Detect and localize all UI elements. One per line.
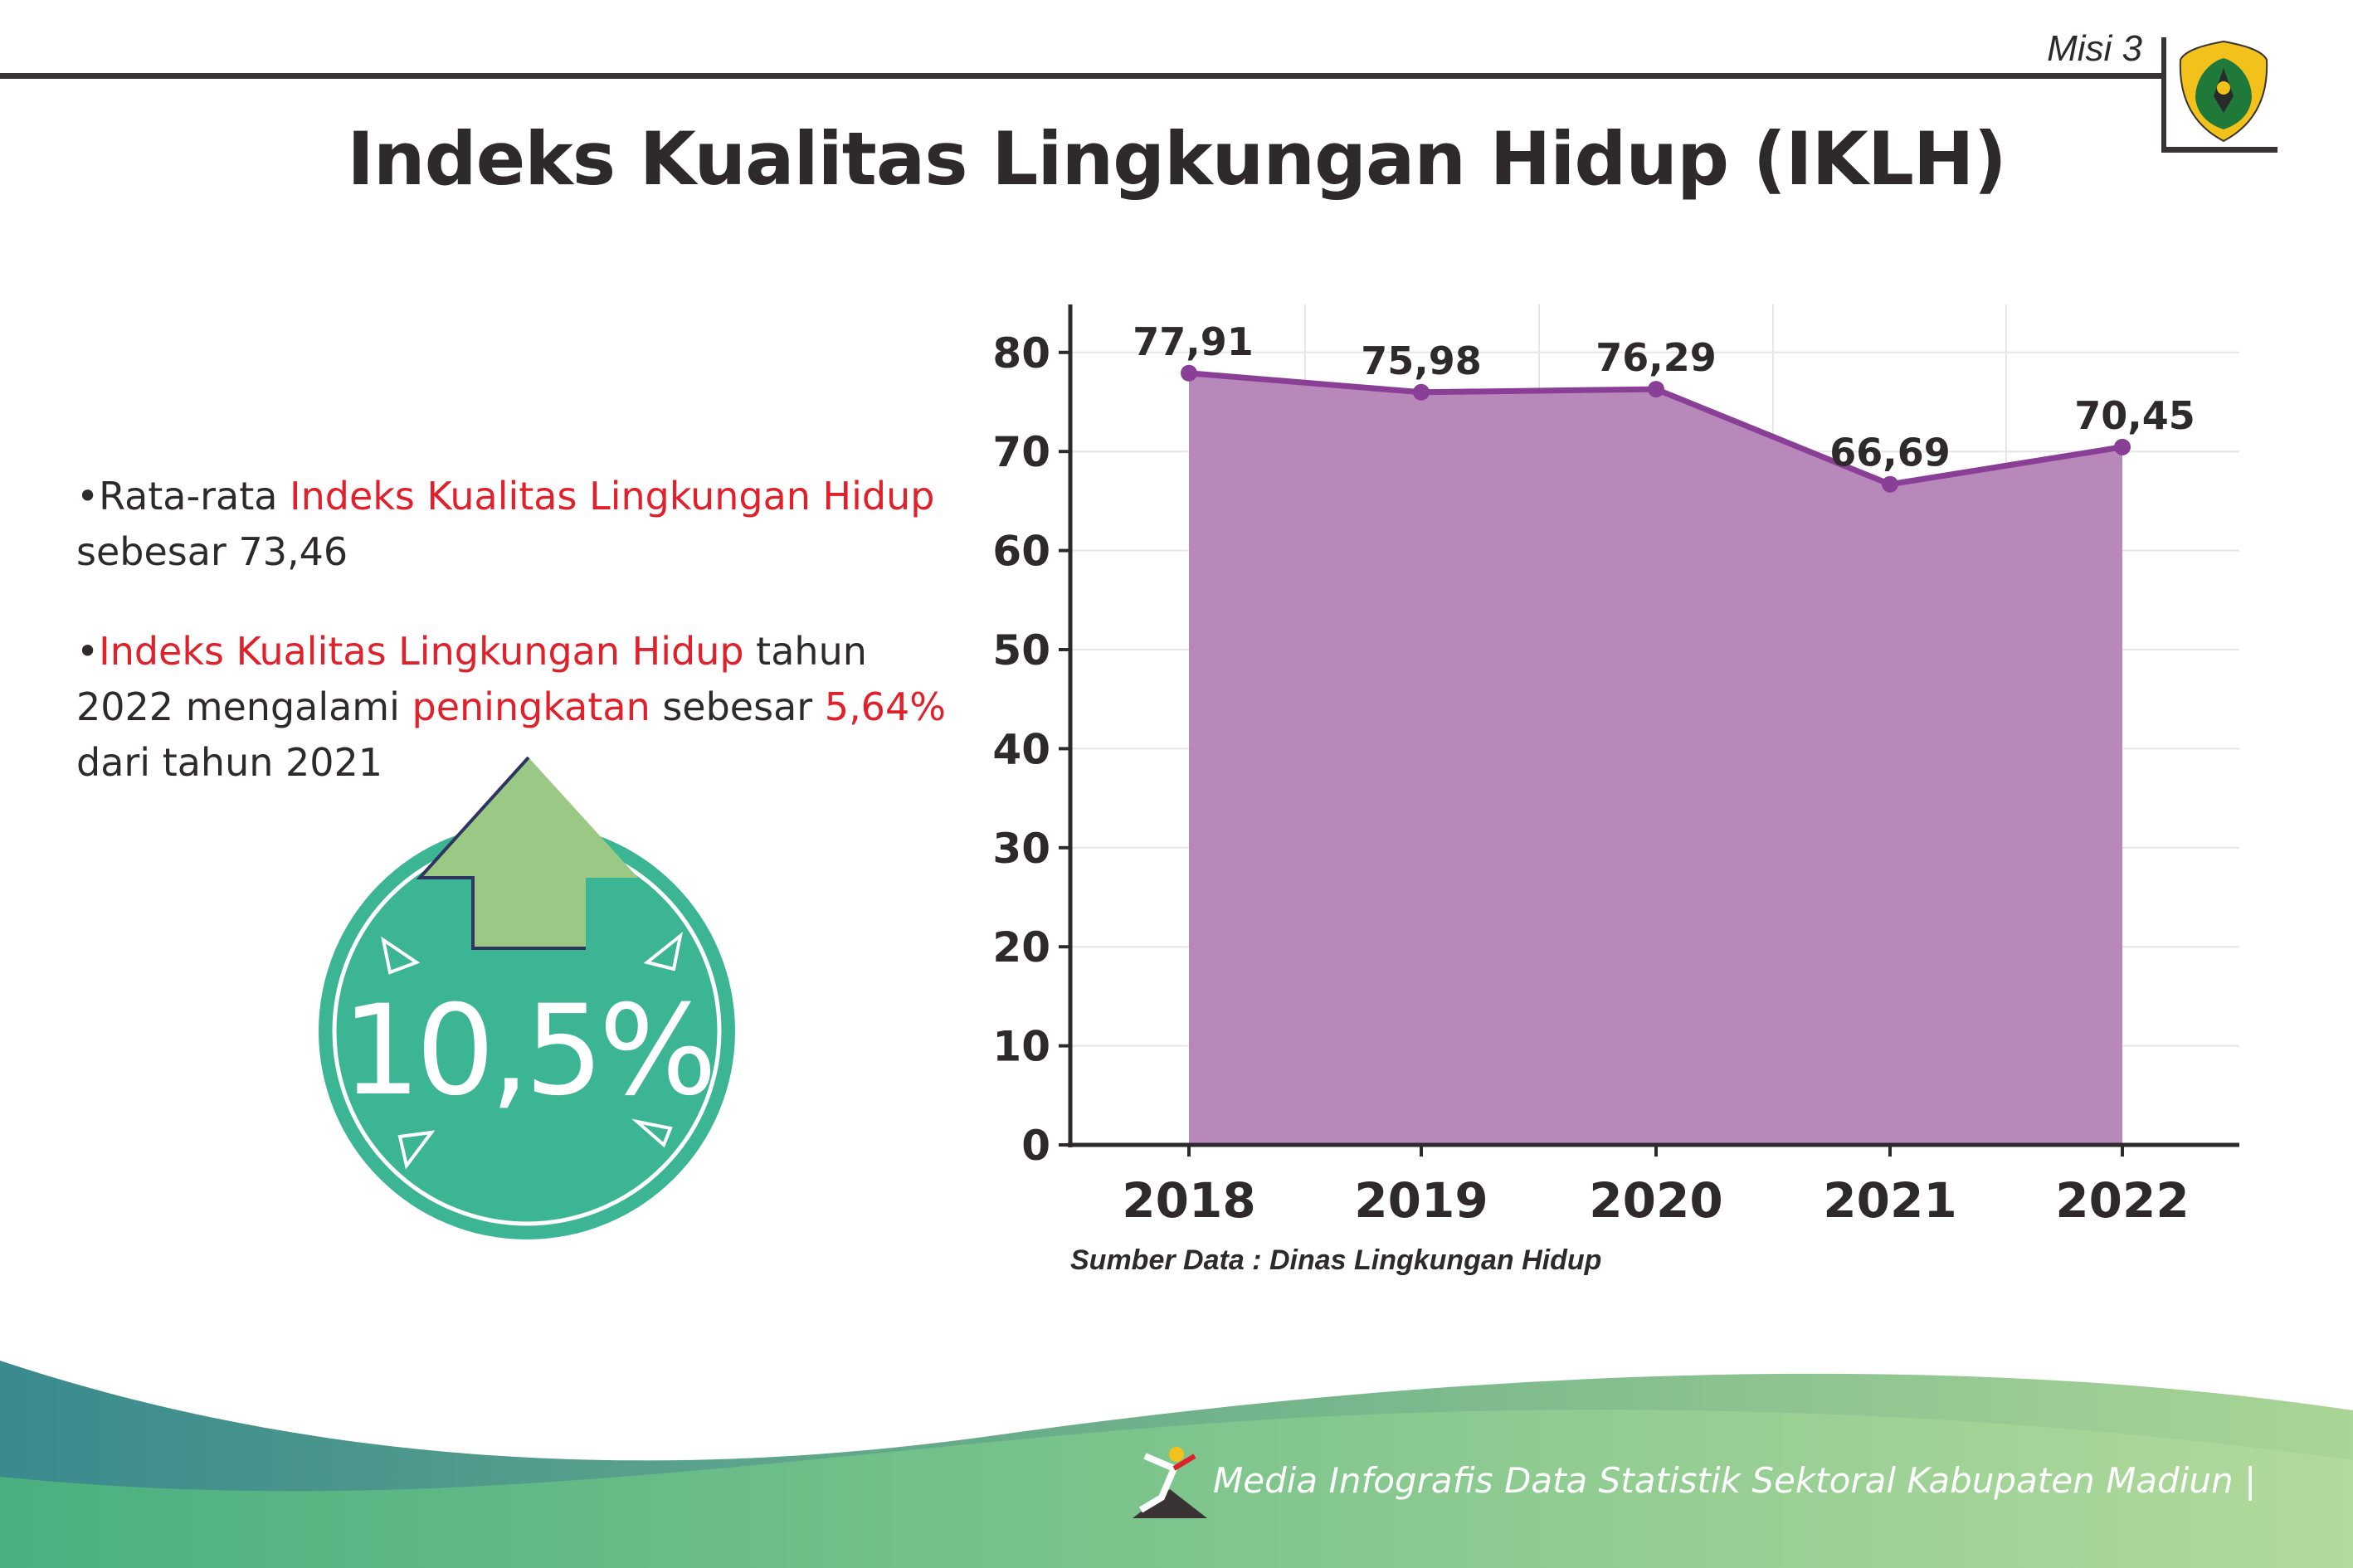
bullet-text: dari tahun 2021 <box>76 740 383 785</box>
runner-logo-icon <box>1133 1447 1207 1518</box>
bullet-average: •Rata-rata Indeks Kualitas Lingkungan Hi… <box>76 469 948 580</box>
y-tick-label: 70 <box>992 428 1050 476</box>
corner-bracket <box>2161 37 2166 152</box>
bullet-text: sebesar <box>650 684 825 729</box>
data-point <box>2114 438 2131 455</box>
y-tick-label: 80 <box>992 329 1050 377</box>
data-source: Sumber Data : Dinas Lingkungan Hidup <box>1070 1244 1602 1276</box>
data-label: 66,69 <box>1829 431 1951 475</box>
y-tick-label: 40 <box>992 725 1050 773</box>
bullet-highlight: peningkatan <box>412 684 650 729</box>
y-tick-label: 0 <box>1021 1122 1050 1170</box>
header-divider <box>0 73 2161 79</box>
y-tick-label: 10 <box>992 1023 1050 1071</box>
y-tick-label: 60 <box>992 528 1050 576</box>
corner-bracket <box>2161 147 2277 153</box>
x-tick-label: 2018 <box>1122 1172 1255 1229</box>
x-tick-label: 2022 <box>2055 1172 2189 1229</box>
y-tick-label: 30 <box>992 825 1050 873</box>
bullet-text: • <box>76 629 100 674</box>
data-label: 77,91 <box>1133 319 1254 364</box>
x-tick-label: 2020 <box>1589 1172 1722 1229</box>
x-tick-label: 2019 <box>1354 1172 1488 1229</box>
x-tick-label: 2021 <box>1823 1172 1956 1229</box>
section-label: Misi 3 <box>2047 28 2142 69</box>
bullet-highlight: Indeks Kualitas Lingkungan Hidup <box>99 629 744 674</box>
footer-text: Media Infografis Data Statistik Sektoral… <box>1213 1460 2257 1501</box>
area-fill <box>1189 373 2122 1145</box>
bullet-text: sebesar 73,46 <box>76 529 348 574</box>
badge-value: 10,5% <box>342 979 713 1123</box>
bullet-highlight: Indeks Kualitas Lingkungan Hidup <box>290 474 935 519</box>
data-point <box>1181 364 1197 382</box>
data-label: 75,98 <box>1361 338 1482 383</box>
bullet-highlight: 5,64% <box>824 684 946 729</box>
badge-circle <box>319 823 735 1239</box>
kabupaten-madiun-logo <box>2179 40 2268 143</box>
data-point <box>1648 381 1664 398</box>
bullet-text: tahun 2022 mengalami <box>76 629 867 729</box>
data-point <box>1413 383 1430 401</box>
data-label: 76,29 <box>1595 335 1717 380</box>
y-tick-label: 50 <box>992 626 1050 674</box>
y-tick-label: 20 <box>992 923 1050 971</box>
page-title: Indeks Kualitas Lingkungan Hidup (IKLH) <box>347 116 2007 202</box>
sparkle-icon <box>381 932 684 1170</box>
bullet-increase: •Indeks Kualitas Lingkungan Hidup tahun … <box>76 624 948 791</box>
data-point <box>1882 475 1898 493</box>
bullet-text: •Rata-rata <box>76 474 290 519</box>
data-label: 70,45 <box>2074 393 2195 438</box>
